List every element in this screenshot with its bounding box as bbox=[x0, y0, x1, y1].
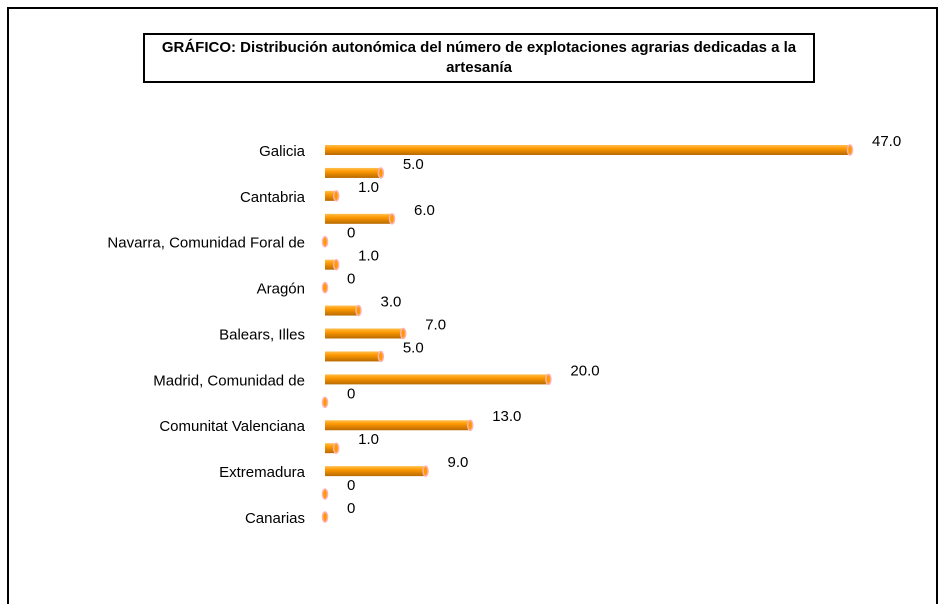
bar bbox=[325, 374, 549, 385]
frame bbox=[7, 7, 938, 604]
bar-cap bbox=[422, 465, 429, 477]
value-label: 0 bbox=[347, 500, 355, 517]
y-tick-label: Galicia bbox=[259, 143, 306, 160]
value-label: 3.0 bbox=[381, 294, 402, 311]
value-label: 20.0 bbox=[570, 362, 599, 379]
value-label: 7.0 bbox=[425, 316, 446, 333]
value-label: 1.0 bbox=[358, 431, 379, 448]
value-label: 13.0 bbox=[492, 408, 521, 425]
bar bbox=[325, 305, 359, 316]
bar-cap bbox=[321, 511, 329, 523]
bar-cap bbox=[545, 373, 552, 386]
y-tick-label: Madrid, Comunidad de bbox=[153, 372, 305, 389]
bar-cap bbox=[377, 167, 385, 179]
bar bbox=[325, 443, 337, 454]
y-tick-label: Extremadura bbox=[219, 464, 306, 481]
value-label: 0 bbox=[347, 477, 355, 494]
bar-cap bbox=[332, 258, 340, 271]
bar bbox=[325, 420, 471, 431]
bar bbox=[325, 145, 850, 155]
value-label: 47.0 bbox=[872, 133, 901, 150]
value-label: 5.0 bbox=[403, 339, 424, 356]
bar-cap bbox=[377, 350, 385, 363]
bar bbox=[325, 190, 337, 201]
y-tick-label: Aragón bbox=[257, 281, 305, 298]
value-label: 1.0 bbox=[358, 179, 379, 196]
bar bbox=[325, 328, 404, 339]
bar-cap bbox=[321, 488, 329, 500]
value-label: 0 bbox=[347, 271, 355, 288]
value-label: 5.0 bbox=[403, 156, 424, 173]
bar-cap bbox=[332, 190, 340, 202]
bar bbox=[325, 351, 381, 362]
value-label: 0 bbox=[347, 225, 355, 242]
bar bbox=[325, 466, 426, 477]
y-tick-label: Navarra, Comunidad Foral de bbox=[107, 235, 305, 252]
bar bbox=[325, 213, 393, 224]
bar-cap bbox=[399, 327, 407, 340]
value-label: 9.0 bbox=[448, 454, 469, 471]
y-tick-label: Comunitat Valenciana bbox=[159, 418, 305, 435]
value-label: 0 bbox=[347, 385, 355, 402]
y-tick-label: Cantabria bbox=[240, 189, 306, 206]
bar-cap bbox=[466, 419, 474, 431]
bar-cap bbox=[332, 442, 340, 454]
bar-cap bbox=[846, 144, 854, 156]
bar-cap bbox=[321, 236, 329, 248]
bar-cap bbox=[321, 281, 329, 294]
y-tick-label: Canarias bbox=[245, 510, 305, 527]
y-tick-label: Balears, Illes bbox=[219, 326, 305, 343]
bar bbox=[325, 259, 337, 270]
chart-title: GRÁFICO: Distribución autonómica del núm… bbox=[143, 33, 815, 83]
bar-cap bbox=[321, 396, 329, 409]
value-label: 1.0 bbox=[358, 248, 379, 265]
bar bbox=[325, 167, 381, 178]
bar-cap bbox=[388, 213, 396, 225]
value-label: 6.0 bbox=[414, 202, 435, 219]
bar-cap bbox=[355, 304, 362, 317]
